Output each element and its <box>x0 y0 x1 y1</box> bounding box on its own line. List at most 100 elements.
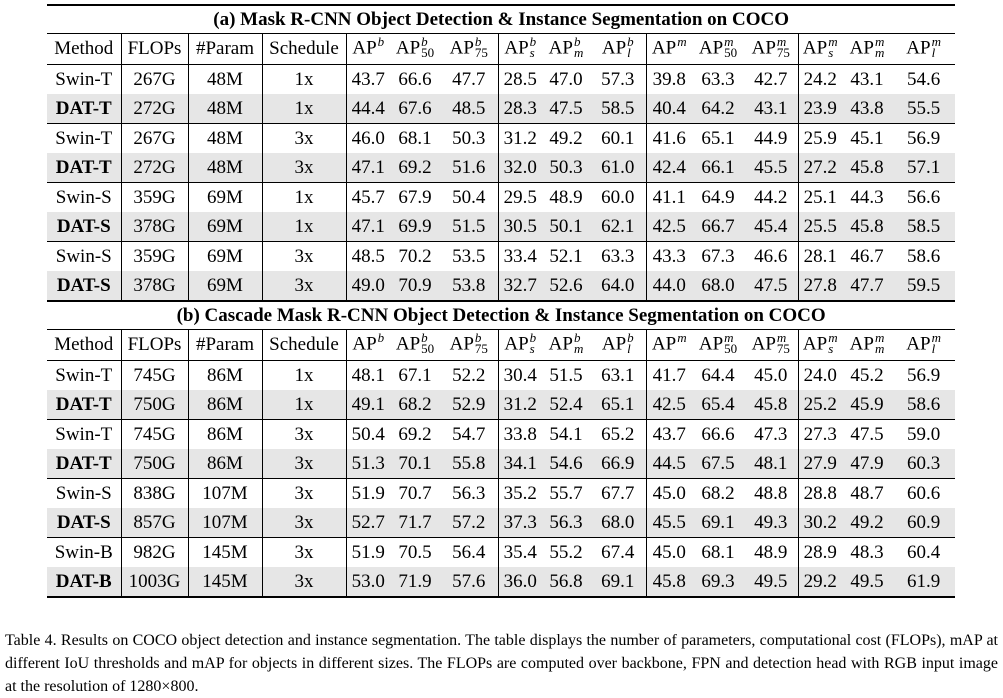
value-cell: 3x <box>262 241 347 271</box>
value-cell: 28.5 <box>503 68 537 90</box>
value-cell: 55.7 <box>549 482 583 504</box>
value-cell: 44.5 <box>646 449 692 479</box>
header-sub: 50 <box>724 341 738 356</box>
value-cell: 42.5 <box>646 390 692 420</box>
value-cell: 27.2 <box>798 153 842 183</box>
header-sub: 50 <box>421 45 435 60</box>
value-cell: 58.5 <box>892 212 956 242</box>
value-cell: 46.6 <box>744 241 799 271</box>
data-row: Swin-S 359G 69M 3x 48.5 70.2 53.5 33.4 52.1 63.3 4… <box>47 241 955 271</box>
value-cell: 32.7 <box>498 271 542 302</box>
header-sup: m <box>828 330 838 345</box>
value-cell: 48.3 <box>850 541 884 563</box>
value-cell: 52.9 <box>440 390 499 420</box>
value-cell: 41.7 <box>652 364 686 386</box>
value-cell: 61.9 <box>892 567 956 598</box>
value-cell: 55.5 <box>892 94 956 124</box>
method-cell: Swin-T <box>47 419 122 449</box>
value-cell: 66.9 <box>590 449 647 479</box>
value-cell: 51.9 <box>351 482 385 504</box>
value-cell: 52.4 <box>542 390 590 420</box>
value-cell: 64.2 <box>692 94 744 124</box>
value-cell: 31.2 <box>503 127 537 149</box>
value-cell: 44.2 <box>744 182 799 212</box>
value-cell: 36.0 <box>498 567 542 598</box>
value-cell: 68.1 <box>398 127 432 149</box>
header-base: AP <box>698 37 724 59</box>
value-cell: 45.8 <box>646 567 692 598</box>
header-sub <box>378 343 385 354</box>
method-cell: DAT-T <box>47 390 122 420</box>
value-cell: 53.0 <box>346 567 390 598</box>
value-cell: 1x <box>262 390 347 420</box>
value-cell: 750G <box>121 449 189 479</box>
value-cell: 70.2 <box>398 245 432 267</box>
value-cell: 30.5 <box>498 212 542 242</box>
column-header: AP m m <box>842 33 892 65</box>
column-header: AP m 75 <box>744 329 799 361</box>
method-cell: Swin-T <box>47 360 122 390</box>
value-cell: 69M <box>188 271 263 302</box>
data-row: DAT-T 750G 86M 3x 51.3 70.1 55.8 34.1 54.6 66.9 44… <box>47 449 956 479</box>
header-row: Method FLOPs #Param Schedule AP b AP b 50 AP b 75 A… <box>47 329 956 361</box>
value-cell: 23.9 <box>798 94 842 124</box>
value-cell: 48.1 <box>351 364 385 386</box>
column-header: AP m <box>646 33 692 65</box>
value-cell: 53.5 <box>440 241 499 271</box>
header-base: AP <box>449 333 474 355</box>
value-cell: 47.7 <box>842 271 892 302</box>
value-cell: 60.9 <box>892 508 956 538</box>
header-scripts: m 75 <box>777 35 790 59</box>
header-sup: m <box>874 330 885 345</box>
value-cell: 86M <box>188 360 263 390</box>
column-header: Method <box>47 329 122 361</box>
value-cell: 48.5 <box>351 245 385 267</box>
header-base: AP <box>802 333 828 355</box>
column-header: AP m m <box>842 329 892 361</box>
value-cell: 40.4 <box>646 94 692 124</box>
column-header: #Param <box>188 33 263 65</box>
value-cell: 272G <box>121 153 189 183</box>
value-cell: 28.8 <box>803 482 837 504</box>
value-cell: 86M <box>188 419 263 449</box>
value-cell: 60.0 <box>590 182 647 212</box>
value-cell: 86M <box>188 390 263 420</box>
value-cell: 48M <box>188 94 263 124</box>
value-cell: 750G <box>121 390 189 420</box>
value-cell: 47.7 <box>440 64 499 94</box>
value-cell: 67.6 <box>390 94 440 124</box>
value-cell: 68.2 <box>390 390 440 420</box>
value-cell: 33.4 <box>503 245 537 267</box>
header-base: AP <box>751 333 776 355</box>
value-cell: 42.4 <box>646 153 692 183</box>
header-sup: b <box>529 330 537 345</box>
value-cell: 33.8 <box>503 423 537 445</box>
value-cell: 47.9 <box>842 449 892 479</box>
value-cell: 35.4 <box>503 541 537 563</box>
column-header: AP b 75 <box>440 33 499 65</box>
value-cell: 63.3 <box>701 68 735 90</box>
data-row: Swin-S 838G 107M 3x 51.9 70.7 56.3 35.2 55.7 67.7… <box>47 478 955 508</box>
value-cell: 1x <box>262 182 347 212</box>
value-cell: 378G <box>121 212 189 242</box>
method-cell: DAT-T <box>47 449 122 479</box>
value-cell: 56.9 <box>906 364 941 386</box>
value-cell: 59.0 <box>906 423 941 445</box>
value-cell: 51.5 <box>549 364 583 386</box>
value-cell: 3x <box>262 478 347 508</box>
value-cell: 30.4 <box>503 364 537 386</box>
header-sup: m <box>724 34 734 49</box>
column-header: AP m s <box>798 33 842 65</box>
header-scripts: b 75 <box>474 35 488 60</box>
value-cell: 63.1 <box>590 360 647 390</box>
value-cell: 50.3 <box>440 123 499 153</box>
value-cell: 70.9 <box>390 271 440 302</box>
header-base: AP <box>548 37 573 59</box>
method-cell: Swin-S <box>47 241 122 271</box>
column-header: AP m <box>646 329 692 361</box>
header-sub: 75 <box>474 45 488 60</box>
column-header: AP m l <box>892 329 956 361</box>
value-cell: 67.7 <box>590 478 647 508</box>
header-sup: b <box>421 34 428 49</box>
